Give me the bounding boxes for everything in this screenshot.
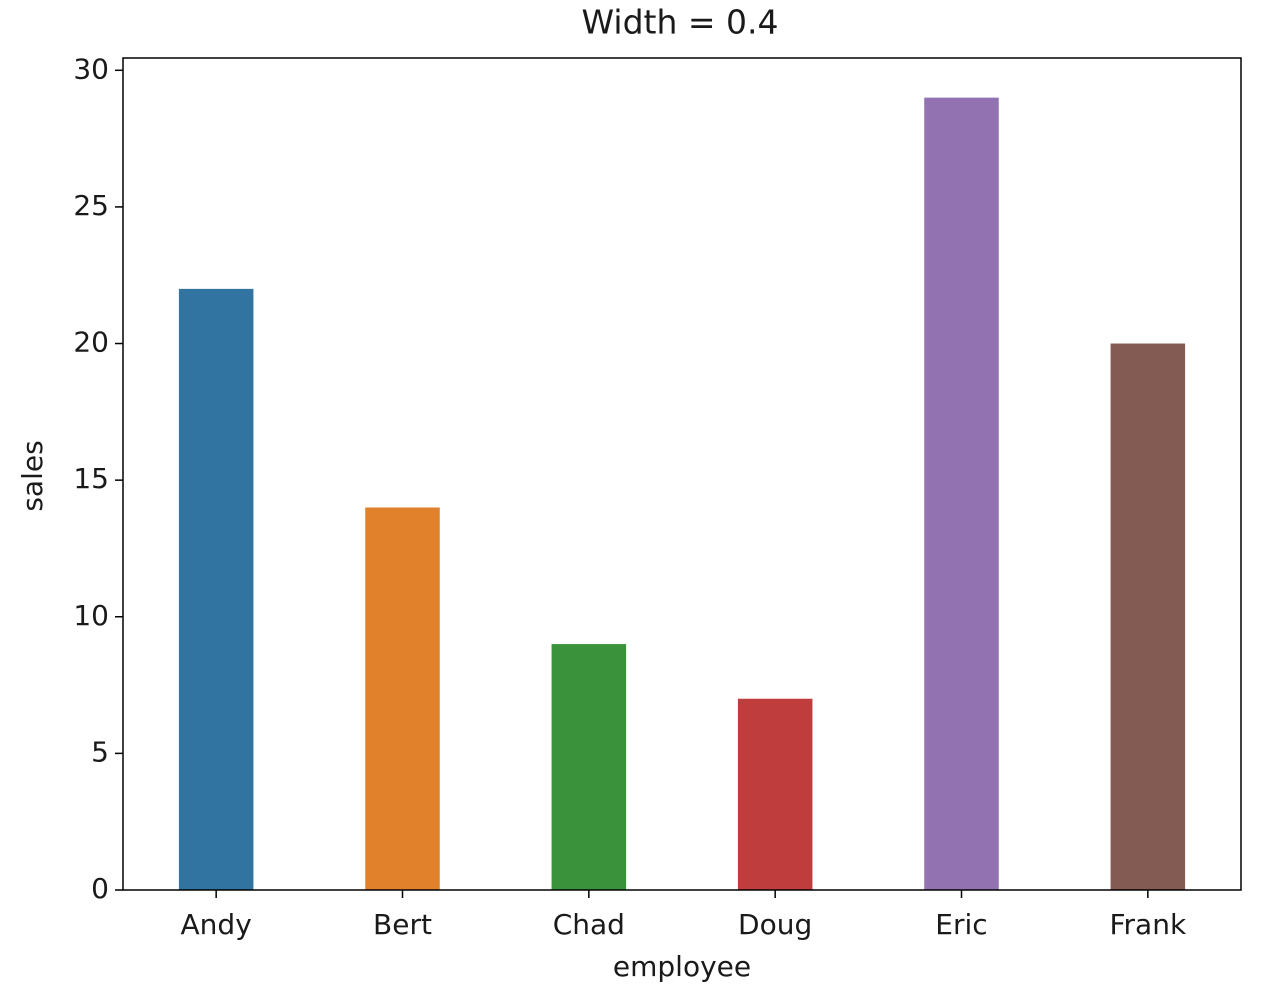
bar <box>1110 343 1186 890</box>
y-axis-label: sales <box>16 440 49 511</box>
y-tick-label: 25 <box>73 189 109 222</box>
bar <box>737 698 813 890</box>
y-tick-label: 0 <box>91 872 109 905</box>
y-tick-label: 15 <box>73 462 109 495</box>
plot-frame <box>122 57 1242 891</box>
y-tick-label: 5 <box>91 735 109 768</box>
x-tick-label: Eric <box>935 908 987 941</box>
y-tick-label: 10 <box>73 599 109 632</box>
bar <box>924 97 999 891</box>
x-tick-label: Bert <box>373 908 432 941</box>
bar <box>365 507 440 890</box>
chart-title: Width = 0.4 <box>582 3 779 42</box>
x-tick-label: Frank <box>1109 908 1186 941</box>
y-tick-label: 20 <box>73 326 109 359</box>
x-tick-label: Doug <box>738 908 812 941</box>
x-axis-label: employee <box>613 950 751 983</box>
x-tick-label: Andy <box>181 908 252 941</box>
x-tick-label: Chad <box>553 908 625 941</box>
bar <box>178 288 254 890</box>
bar <box>551 644 627 890</box>
y-tick-label: 30 <box>73 52 109 85</box>
